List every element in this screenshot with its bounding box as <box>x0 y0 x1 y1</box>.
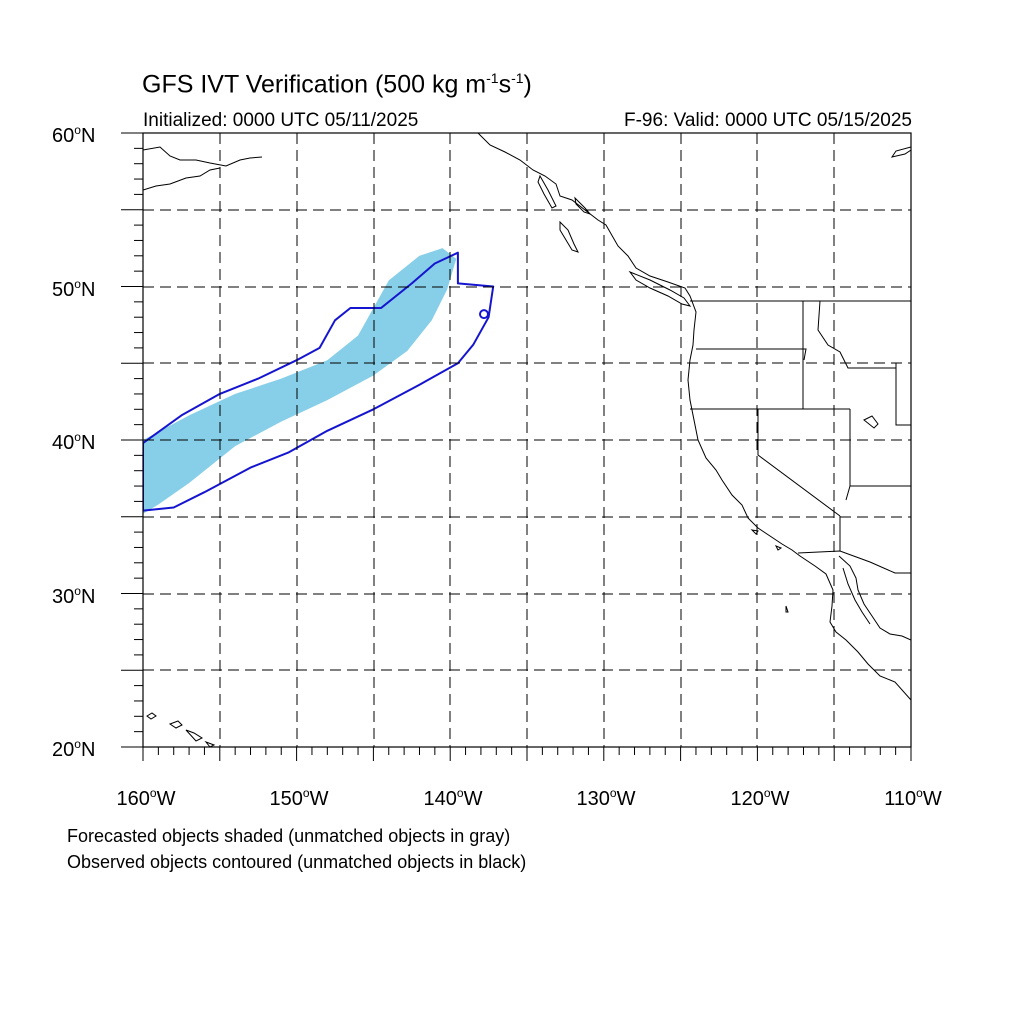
lon-label-120: 120oW <box>730 786 790 810</box>
lon-label-160: 160oW <box>116 786 176 810</box>
nv-az-border <box>845 409 911 501</box>
valid-time-label: F-96: Valid: 0000 UTC 05/15/2025 <box>624 110 912 131</box>
haida-gwaii <box>559 220 579 253</box>
lon-label-110: 110oW <box>884 786 942 810</box>
lon-label-130: 130oW <box>576 786 636 810</box>
lat-label-60: 60oN <box>52 123 96 147</box>
mt-wy-border <box>895 363 911 426</box>
observed-ivt-small-loop <box>478 309 489 320</box>
lon-label-140: 140oW <box>423 786 483 810</box>
lat-label-50: 50oN <box>52 277 96 301</box>
wa-or-border <box>696 348 807 361</box>
vancouver-island <box>628 270 692 307</box>
observed-object-contour <box>143 251 495 512</box>
lon-label-150: 150oW <box>269 786 329 810</box>
observed-ivt-contour <box>143 251 495 512</box>
lat-label-20: 20oN <box>52 737 96 761</box>
us-mexico-border <box>797 550 911 574</box>
chart-title: GFS IVT Verification (500 kg m-1s-1) <box>142 70 532 99</box>
forecast-ivt-object <box>143 248 457 514</box>
forecast-object-shaded <box>143 248 457 514</box>
forecast-legend-note: Forecasted objects shaded (unmatched obj… <box>67 826 511 846</box>
small-islands <box>750 415 879 613</box>
observed-legend-note: Observed objects contoured (unmatched ob… <box>67 852 527 872</box>
alaska-coast-fragment <box>143 146 263 191</box>
hawaiian-islands <box>146 712 216 747</box>
lat-label-40: 40oN <box>52 430 96 454</box>
nv-ca-border <box>757 409 841 517</box>
graticule <box>143 133 911 747</box>
lat-label-30: 30oN <box>52 584 96 608</box>
initialized-label: Initialized: 0000 UTC 05/11/2025 <box>143 110 419 131</box>
north-america-coastline <box>477 133 911 701</box>
id-border <box>802 300 896 409</box>
map-frame <box>142 132 912 748</box>
axis-ticks <box>121 132 912 761</box>
se-alaska-islands <box>537 174 592 216</box>
